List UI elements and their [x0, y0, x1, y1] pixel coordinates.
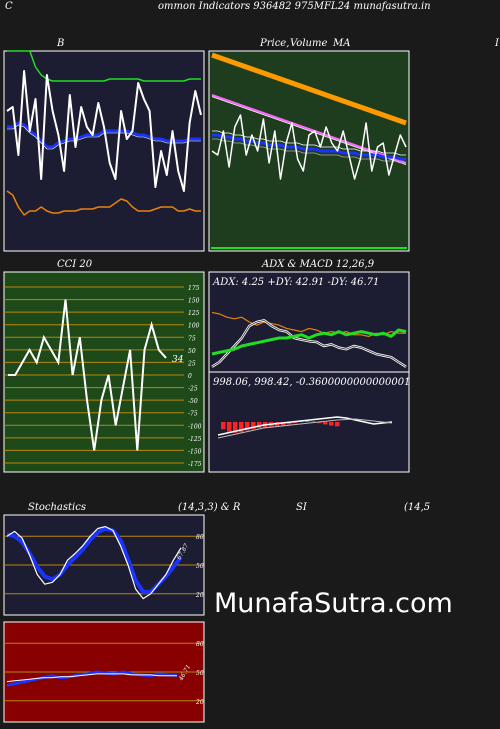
macd-histogram-bar	[329, 422, 334, 426]
ma-short-highlight	[211, 96, 407, 165]
bollinger-panel: B	[0, 34, 205, 252]
cci-current-value: 34	[172, 355, 184, 365]
plus-dy-line	[211, 328, 407, 356]
macd-histogram-bar	[227, 422, 232, 432]
cci-chart: CCI 20 175 150 125 100 75 50 25 0 -25 -50 -75 -100 -…	[3, 259, 205, 473]
cci-tick-label: 100	[188, 323, 200, 330]
cci-panel: CCI 20 175 150 125 100 75 50 25 0 -25 -50 -75 -100 -…	[0, 255, 205, 473]
stochastics-params: (14,3,3) & R	[178, 502, 241, 513]
volume-label: Volume	[290, 38, 327, 49]
cci-tick-label: 175	[188, 285, 200, 292]
price-close-line	[211, 114, 407, 180]
macd-histogram-bar	[281, 422, 286, 426]
macd-histogram-bar	[335, 422, 340, 427]
macd-readout: 998.06, 998.42, -0.3600000000000001	[213, 377, 410, 388]
stochastics-label: Stochastics	[28, 502, 86, 513]
price-panel: Price, Volume MA I	[205, 34, 500, 252]
macd-histogram-bar	[287, 422, 292, 425]
price-label: Price,	[259, 38, 289, 49]
cci-tick-label: -100	[188, 423, 202, 430]
rsi-label: SI	[296, 502, 308, 513]
right-edge-letter: I	[494, 38, 500, 49]
bb-price-line	[6, 70, 202, 192]
stoch-tick-label: 20	[195, 592, 204, 599]
stochastics-panel: Stochastics (14,3,3) & R SI (14,5 80 50 20…	[0, 498, 500, 618]
price-ma-chart: Price, Volume MA I	[208, 38, 500, 252]
rsi-ma-line	[6, 673, 177, 683]
watermark: MunafaSutra.com	[214, 588, 453, 619]
cci-tick-label: 125	[188, 310, 200, 317]
bb-upper-band-line	[7, 50, 201, 82]
macd-histogram-bar	[317, 422, 322, 424]
cci-tick-label: 25	[187, 360, 196, 367]
rsi-tick-label: 20	[195, 699, 204, 706]
macd-histogram-bar	[257, 422, 262, 428]
macd-line	[217, 416, 393, 436]
cci-label: CCI 20	[57, 259, 93, 270]
cci-tick-label: 150	[188, 298, 200, 305]
stochastics-chart: Stochastics (14,3,3) & R SI (14,5 80 50 20…	[3, 502, 430, 616]
macd-histogram-bar	[233, 422, 238, 433]
cci-tick-label: -150	[188, 448, 202, 455]
rsi-tick-label: 50	[196, 670, 204, 677]
price-plot-area	[208, 50, 410, 252]
cci-tick-label: 75	[188, 335, 196, 342]
macd-histogram-bar	[323, 422, 328, 425]
rsi-tick-label: 80	[196, 641, 204, 648]
stoch-tick-label: 80	[196, 534, 204, 541]
cci-tick-label: -50	[188, 398, 198, 405]
macd-histogram-bar	[245, 422, 250, 431]
stoch-d-line	[6, 526, 183, 594]
cci-tick-label: -25	[188, 386, 198, 393]
stoch-k-line	[6, 526, 182, 600]
cci-plot-area	[3, 271, 205, 473]
cci-line	[8, 299, 167, 451]
rsi-params: (14,5	[404, 502, 430, 513]
cci-tick-label: 50	[188, 348, 196, 355]
ma-mid-upper-line	[212, 130, 406, 156]
adx-line-inner	[211, 320, 407, 368]
ma-long-line	[211, 52, 407, 126]
cci-tick-label: -175	[188, 461, 202, 468]
page-title: ommon Indicators 936482 975MFL24 munafas…	[158, 1, 431, 12]
rsi-panel: 80 50 20 46.71	[0, 621, 205, 725]
macd-histogram-bar	[311, 421, 316, 422]
bollinger-chart: B	[3, 38, 205, 252]
macd-histogram-bar	[251, 422, 256, 430]
adx-label: ADX & MACD 12,26,9	[261, 259, 375, 270]
stoch-tick-label: 50	[196, 563, 204, 570]
macd-histogram-bar	[275, 422, 280, 427]
adx-readout: ADX: 4.25 +DY: 42.91 -DY: 46.71	[212, 277, 379, 288]
bollinger-label: B	[56, 38, 64, 49]
cci-tick-label: -125	[188, 436, 202, 443]
macd-histogram-bar	[305, 420, 310, 422]
macd-signal-line	[217, 418, 393, 439]
macd-histogram-bar	[293, 422, 298, 424]
ma-short-line	[211, 94, 407, 164]
macd-histogram-bar	[239, 422, 244, 433]
cci-tick-label: -75	[188, 411, 198, 418]
bb-lower-band-line	[6, 190, 201, 216]
volume-bars	[211, 247, 407, 249]
header-left-letter: C	[5, 1, 13, 12]
rsi-line	[6, 670, 178, 687]
ma-label: MA	[332, 38, 350, 49]
macd-histogram-bar	[221, 422, 226, 430]
cci-tick-label: 0	[188, 373, 192, 380]
adx-macd-panel: ADX & MACD 12,26,9 ADX: 4.25 +DY: 42.91 …	[205, 255, 500, 473]
adx-macd-chart: ADX & MACD 12,26,9 ADX: 4.25 +DY: 42.91 …	[208, 259, 410, 473]
adx-plot-area	[208, 271, 410, 373]
